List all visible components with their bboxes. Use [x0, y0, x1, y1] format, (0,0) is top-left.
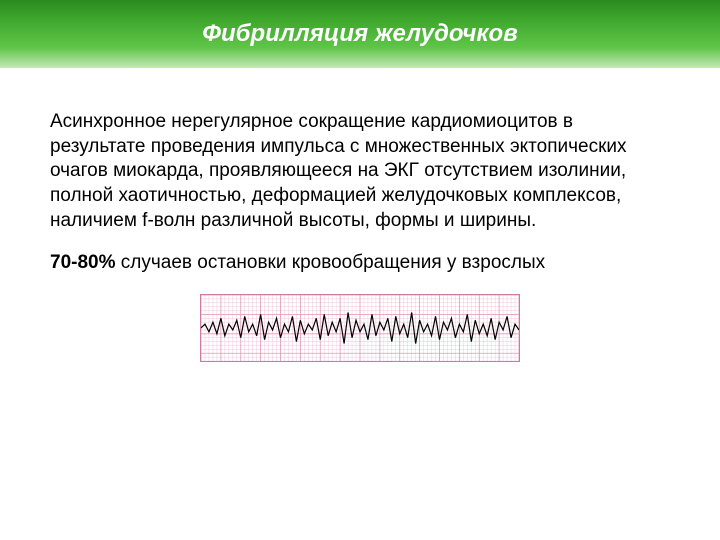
ecg-strip [200, 294, 520, 362]
statistic-text: случаев остановки кровообращения у взрос… [116, 252, 546, 273]
slide-title: Фибрилляция желудочков [202, 20, 517, 48]
slide-content: Асинхронное нерегулярное сокращение кард… [0, 68, 720, 362]
slide-header: Фибрилляция желудочков [0, 0, 720, 68]
ecg-container [50, 294, 670, 362]
statistic-line: 70-80% случаев остановки кровообращения … [50, 251, 670, 276]
definition-paragraph: Асинхронное нерегулярное сокращение кард… [50, 110, 670, 233]
statistic-percent: 70-80% [50, 252, 116, 273]
